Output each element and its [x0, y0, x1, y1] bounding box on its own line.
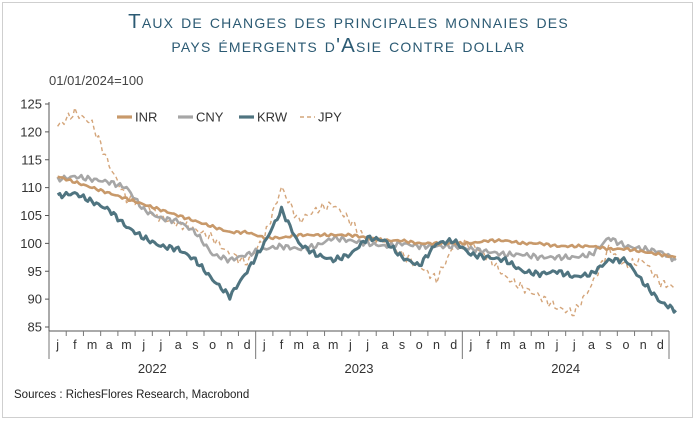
- y-tick-label: 120: [20, 124, 42, 139]
- x-month-label: m: [328, 338, 338, 352]
- x-month-label: j: [159, 338, 163, 352]
- x-month-label: f: [73, 338, 77, 352]
- x-month-label: m: [535, 338, 545, 352]
- x-month-label: a: [175, 338, 182, 352]
- sources-note: Sources : RichesFlores Research, Macrobo…: [14, 389, 250, 401]
- series-layer: [56, 107, 677, 317]
- x-month-label: n: [640, 338, 647, 352]
- chart-title: Taux de changes des principales monnaies…: [0, 10, 697, 58]
- x-month-label: m: [294, 338, 304, 352]
- series-line-cny: [56, 173, 677, 264]
- legend-label-krw: KRW: [257, 110, 288, 125]
- x-month-label: j: [55, 338, 59, 352]
- x-month-label: a: [106, 338, 113, 352]
- x-month-label: j: [262, 338, 266, 352]
- legend-label-jpy: JPY: [318, 110, 342, 125]
- y-tick-label: 115: [21, 152, 42, 167]
- y-tick-label: 105: [20, 208, 42, 223]
- x-axis: j f m a m j j a s o n d j f m a m j j a s o n d j f m a m j j a s o n d2022…: [48, 330, 670, 376]
- x-month-label: n: [433, 338, 440, 352]
- x-month-label: s: [192, 338, 198, 352]
- title-line-2: pays émergents d'Asie contre dollar: [171, 34, 526, 57]
- x-month-label: j: [469, 338, 473, 352]
- title-line-1: Taux de changes des principales monnaies…: [128, 10, 569, 33]
- x-month-label: o: [622, 338, 629, 352]
- x-month-label: j: [141, 338, 145, 352]
- index-base-label: 01/01/2024=100: [49, 73, 144, 88]
- x-month-label: s: [399, 338, 405, 352]
- x-month-label: d: [450, 338, 457, 352]
- x-month-label: o: [209, 338, 216, 352]
- series-line-inr: [57, 175, 677, 259]
- x-month-label: a: [588, 338, 595, 352]
- x-month-label: o: [416, 338, 423, 352]
- x-month-label: f: [280, 338, 284, 352]
- x-month-label: d: [657, 338, 664, 352]
- y-tick-label: 90: [28, 292, 42, 307]
- x-month-label: j: [572, 338, 576, 352]
- x-month-label: f: [486, 338, 490, 352]
- y-tick-label: 100: [20, 236, 42, 251]
- y-tick-label: 85: [28, 320, 42, 335]
- series-line-jpy: [57, 107, 676, 317]
- y-tick-label: 125: [20, 97, 42, 112]
- x-month-label: m: [87, 338, 97, 352]
- y-tick-label: 95: [28, 264, 42, 279]
- x-month-label: j: [555, 338, 559, 352]
- legend-label-inr: INR: [135, 110, 157, 125]
- chart-frame: [2, 2, 693, 418]
- x-month-label: n: [226, 338, 233, 352]
- x-month-label: j: [348, 338, 352, 352]
- y-tick-label: 110: [21, 180, 42, 195]
- y-axis: 85 90 95 100 105 110 115 120 125: [20, 97, 50, 335]
- legend-label-cny: CNY: [196, 110, 224, 125]
- x-year-label: 2022: [138, 361, 167, 376]
- series-line-krw: [56, 190, 677, 314]
- x-month-label: a: [519, 338, 526, 352]
- x-month-label: j: [365, 338, 369, 352]
- x-month-label: m: [121, 338, 131, 352]
- x-month-label: d: [244, 338, 251, 352]
- x-month-label: a: [381, 338, 388, 352]
- x-month-label: s: [606, 338, 612, 352]
- x-month-label: m: [500, 338, 510, 352]
- x-year-label: 2024: [551, 361, 580, 376]
- x-year-label: 2023: [345, 361, 374, 376]
- legend: INR CNY KRW JPY: [117, 110, 342, 125]
- x-month-label: a: [312, 338, 319, 352]
